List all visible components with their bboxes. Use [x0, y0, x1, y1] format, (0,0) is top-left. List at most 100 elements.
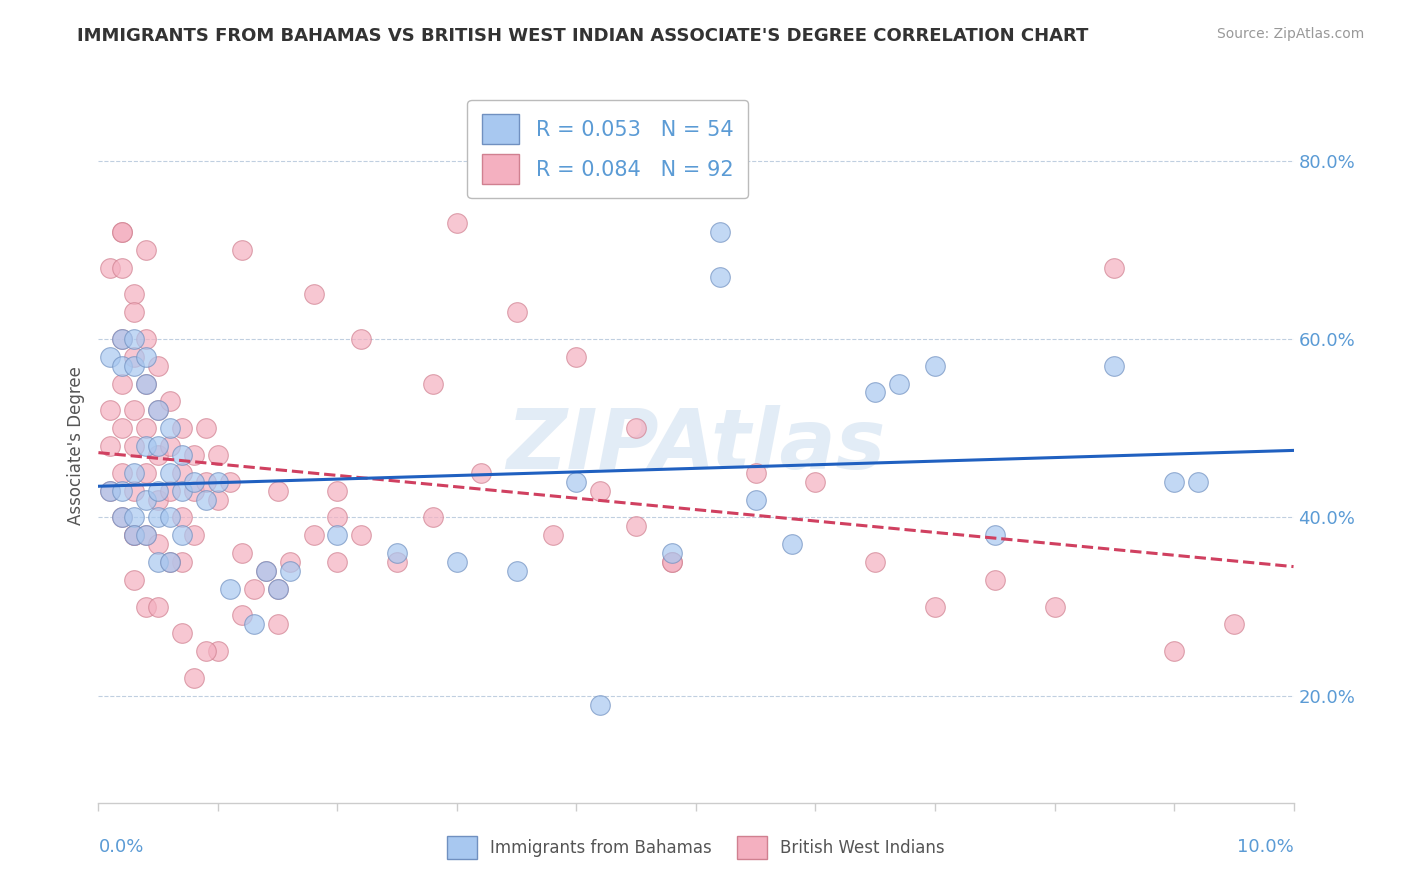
Point	[135, 350, 157, 364]
Point	[148, 483, 170, 498]
Point	[111, 260, 134, 275]
Point	[207, 492, 229, 507]
Point	[159, 394, 181, 409]
Point	[506, 564, 529, 578]
Point	[135, 243, 157, 257]
Point	[207, 448, 229, 462]
Point	[745, 466, 768, 480]
Point	[183, 671, 205, 685]
Point	[326, 510, 349, 524]
Point	[124, 287, 146, 301]
Point	[135, 528, 157, 542]
Point	[267, 483, 290, 498]
Point	[195, 421, 218, 435]
Point	[1104, 359, 1126, 373]
Point	[350, 332, 373, 346]
Point	[385, 555, 409, 569]
Point	[111, 359, 134, 373]
Point	[1043, 599, 1066, 614]
Text: 0.0%: 0.0%	[98, 838, 143, 855]
Point	[984, 528, 1007, 542]
Point	[865, 385, 887, 400]
Point	[278, 555, 301, 569]
Point	[98, 483, 122, 498]
Point	[148, 510, 170, 524]
Point	[124, 332, 146, 346]
Point	[422, 510, 444, 524]
Point	[111, 225, 134, 239]
Point	[172, 483, 194, 498]
Point	[661, 555, 683, 569]
Point	[924, 599, 946, 614]
Point	[709, 269, 731, 284]
Point	[148, 537, 170, 551]
Point	[243, 582, 266, 596]
Point	[1163, 475, 1185, 489]
Point	[267, 617, 290, 632]
Point	[470, 466, 492, 480]
Point	[231, 608, 253, 623]
Point	[207, 475, 229, 489]
Point	[111, 466, 134, 480]
Point	[135, 332, 157, 346]
Point	[124, 466, 146, 480]
Point	[350, 528, 373, 542]
Point	[565, 475, 588, 489]
Point	[159, 483, 181, 498]
Point	[148, 599, 170, 614]
Point	[148, 403, 170, 417]
Point	[148, 492, 170, 507]
Point	[124, 483, 146, 498]
Point	[124, 439, 146, 453]
Point	[183, 483, 205, 498]
Point	[1223, 617, 1246, 632]
Point	[98, 439, 122, 453]
Point	[326, 483, 349, 498]
Point	[111, 332, 134, 346]
Point	[984, 573, 1007, 587]
Point	[172, 510, 194, 524]
Point	[98, 403, 122, 417]
Point	[172, 448, 194, 462]
Point	[98, 350, 122, 364]
Point	[135, 466, 157, 480]
Point	[889, 376, 911, 391]
Point	[219, 582, 242, 596]
Point	[124, 305, 146, 319]
Point	[804, 475, 827, 489]
Point	[745, 492, 768, 507]
Point	[159, 510, 181, 524]
Point	[541, 528, 564, 542]
Point	[135, 421, 157, 435]
Point	[183, 448, 205, 462]
Point	[159, 555, 181, 569]
Point	[124, 350, 146, 364]
Point	[111, 510, 134, 524]
Point	[254, 564, 277, 578]
Point	[148, 403, 170, 417]
Point	[183, 528, 205, 542]
Point	[183, 475, 205, 489]
Y-axis label: Associate's Degree: Associate's Degree	[66, 367, 84, 525]
Legend: Immigrants from Bahamas, British West Indians: Immigrants from Bahamas, British West In…	[440, 829, 952, 866]
Point	[924, 359, 946, 373]
Point	[111, 332, 134, 346]
Point	[661, 546, 683, 560]
Point	[207, 644, 229, 658]
Point	[780, 537, 803, 551]
Point	[195, 492, 218, 507]
Point	[422, 376, 444, 391]
Point	[124, 359, 146, 373]
Text: Source: ZipAtlas.com: Source: ZipAtlas.com	[1216, 27, 1364, 41]
Point	[446, 555, 468, 569]
Point	[111, 421, 134, 435]
Point	[124, 528, 146, 542]
Point	[326, 555, 349, 569]
Point	[267, 582, 290, 596]
Text: 10.0%: 10.0%	[1237, 838, 1294, 855]
Point	[267, 582, 290, 596]
Point	[135, 528, 157, 542]
Point	[148, 555, 170, 569]
Point	[326, 528, 349, 542]
Point	[172, 528, 194, 542]
